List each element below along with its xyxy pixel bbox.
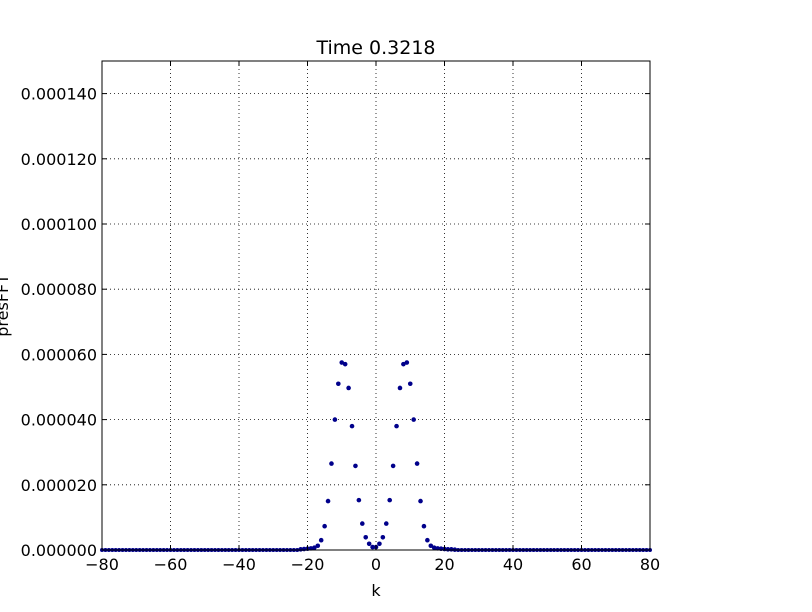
data-point — [366, 541, 372, 547]
data-point — [431, 545, 437, 551]
x-tick-label: −80 — [85, 555, 119, 574]
x-tick-label: 60 — [571, 555, 591, 574]
data-point — [404, 360, 410, 365]
x-tick-label: −20 — [291, 555, 325, 574]
data-point — [346, 385, 351, 391]
data-point — [407, 381, 413, 387]
data-point — [428, 543, 434, 549]
data-point — [318, 537, 324, 543]
data-point — [312, 545, 317, 551]
data-point — [383, 521, 389, 526]
data-point — [353, 463, 358, 469]
data-point — [339, 360, 345, 365]
grid-lines — [101, 61, 651, 551]
data-point — [380, 534, 386, 540]
x-tick-label: 80 — [640, 555, 660, 574]
y-tick-label: 0.000020 — [21, 476, 97, 495]
data-point — [336, 381, 341, 387]
data-point — [401, 361, 406, 367]
data-point — [329, 461, 334, 466]
data-point — [397, 385, 403, 391]
axis-ticks: −80 −60 −40 −20 0 20 40 60 80 0.000000 0.000020 0.0… — [21, 61, 660, 574]
y-tick-label: 0.000100 — [21, 215, 97, 234]
data-point — [342, 361, 348, 367]
chart-title: Time 0.3218 — [315, 37, 435, 59]
data-point — [387, 497, 393, 503]
y-tick-label: 0.000000 — [21, 541, 97, 560]
data-point — [322, 523, 327, 529]
data-point — [411, 417, 416, 422]
data-point — [315, 543, 321, 549]
data-point — [418, 498, 423, 504]
data-point — [390, 463, 396, 469]
data-point — [349, 423, 355, 429]
y-tick-label: 0.000060 — [21, 345, 97, 364]
x-tick-label: 20 — [434, 555, 454, 574]
data-point — [332, 417, 338, 422]
data-point — [414, 461, 420, 466]
x-tick-label: −40 — [222, 555, 256, 574]
data-point — [360, 521, 365, 526]
data-point — [363, 534, 369, 540]
y-tick-label: 0.000140 — [21, 85, 97, 104]
data-point — [325, 498, 331, 504]
x-tick-label: 0 — [371, 555, 381, 574]
y-axis-label: presFFT — [0, 274, 12, 337]
data-point — [377, 541, 382, 547]
y-tick-label: 0.000040 — [21, 411, 97, 430]
data-point — [425, 537, 430, 543]
data-point — [421, 523, 427, 529]
data-point — [370, 544, 375, 550]
data-point — [394, 423, 399, 429]
y-tick-label: 0.000120 — [21, 150, 97, 169]
data-point — [356, 497, 362, 503]
y-tick-label: 0.000080 — [21, 280, 97, 299]
x-axis-label: k — [371, 581, 381, 600]
x-tick-label: −60 — [154, 555, 188, 574]
x-tick-label: 40 — [503, 555, 523, 574]
